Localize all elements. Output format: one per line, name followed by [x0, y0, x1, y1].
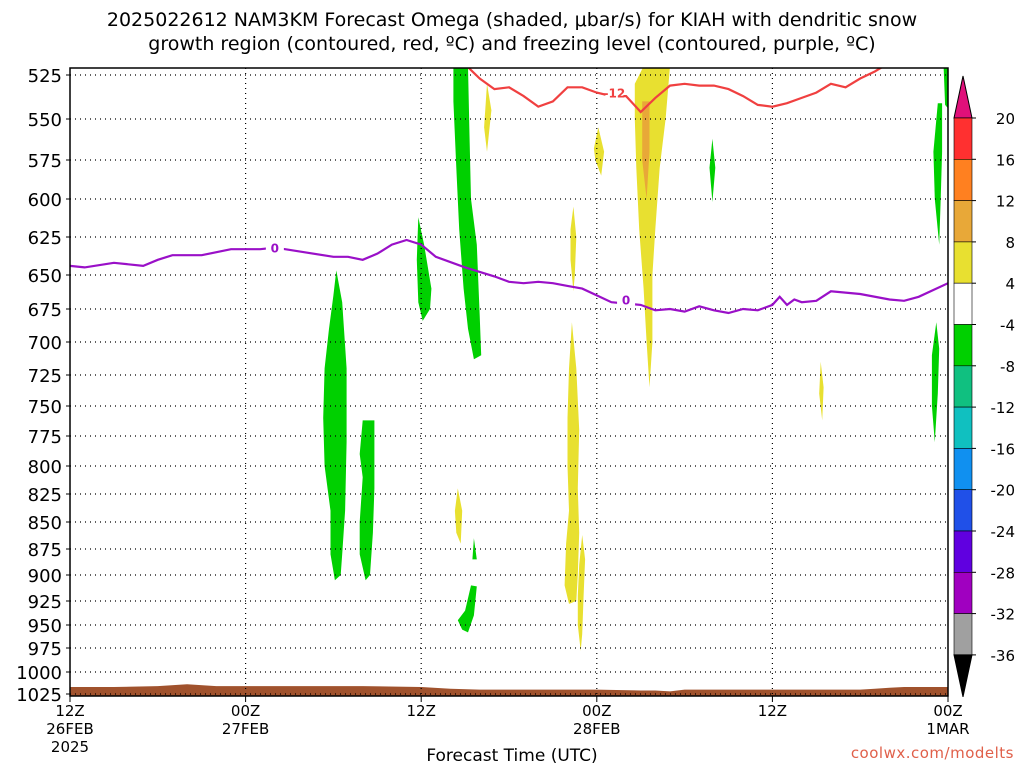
y-tick-label: 525 [28, 66, 62, 87]
x-tick-label: 27FEB [222, 720, 269, 738]
y-tick-label: 750 [28, 397, 62, 418]
colorbar: 20 16 12 8 4 -4 -8 -12 -16 -20 -24 -28 -32 -36 [953, 75, 1016, 698]
x-tick-label: 00Z [582, 702, 611, 720]
y-tick-label: 875 [28, 540, 62, 561]
y-tick-label: 900 [28, 566, 62, 587]
omega-region [454, 488, 463, 544]
omega-region [472, 538, 477, 560]
colorbar-label: -8 [1000, 358, 1015, 376]
y-tick-label: 675 [28, 300, 62, 321]
omega-region [416, 217, 432, 321]
omega-region [577, 535, 586, 651]
x-tick-label: 00Z [933, 702, 962, 720]
colorbar-label: -24 [991, 523, 1016, 541]
omega-region [457, 585, 477, 633]
contour-label: 0 [265, 240, 284, 256]
y-tick-label: 950 [28, 616, 62, 637]
x-tick-label: 12Z [758, 702, 787, 720]
omega-region [634, 68, 670, 388]
omega-region [931, 322, 940, 442]
colorbar-swatch [953, 489, 973, 532]
colorbar-swatch [953, 530, 973, 573]
y-tick-label: 800 [28, 457, 62, 478]
x-tick-label: 12Z [407, 702, 436, 720]
x-tick-label: 00Z [231, 702, 260, 720]
y-tick-label: 725 [28, 366, 62, 387]
y-tick-label: 625 [28, 228, 62, 249]
y-tick-label: 700 [28, 333, 62, 354]
y-tick-label: 925 [28, 592, 62, 613]
x-tick-label: 1MAR [926, 720, 969, 738]
colorbar-swatch [953, 241, 973, 284]
colorbar-swatch [953, 200, 973, 243]
omega-region [933, 103, 943, 245]
contour-label: -12 [604, 85, 626, 101]
svg-text:0: 0 [271, 242, 279, 256]
colorbar-top-arrow [953, 75, 973, 119]
omega-region [709, 138, 716, 202]
colorbar-swatch [953, 613, 973, 656]
colorbar-swatch [953, 406, 973, 449]
x-tick-label: 12Z [55, 702, 84, 720]
plot-frame [69, 67, 949, 697]
x-tick-label: 28FEB [573, 720, 620, 738]
y-tick-label: 1000 [16, 663, 62, 684]
omega-region [943, 68, 948, 109]
contour-line [467, 68, 883, 114]
colorbar-swatch [953, 448, 973, 490]
y-tick-label: 1025 [16, 685, 62, 706]
y-tick-label: 825 [28, 485, 62, 506]
colorbar-label: 20 [996, 110, 1015, 128]
contour-line [70, 238, 948, 315]
y-tick-label: 850 [28, 513, 62, 534]
plot-area: 0 0 -12 [69, 67, 949, 697]
terrain [70, 684, 948, 696]
omega-region [819, 361, 824, 421]
y-tick-label: 575 [28, 151, 62, 172]
omega-region [323, 270, 347, 581]
omega-region [570, 206, 577, 292]
y-tick-label: 975 [28, 639, 62, 660]
contour-label: 0 [617, 292, 636, 307]
colorbar-label: -4 [1000, 317, 1015, 335]
omega-region [453, 68, 482, 360]
colorbar-label: -36 [991, 647, 1016, 665]
y-tick-label: 550 [28, 110, 62, 131]
omega-region [484, 83, 492, 152]
colorbar-label: 8 [1005, 234, 1015, 252]
x-tick-label: 26FEB [46, 720, 93, 738]
colorbar-swatch [953, 282, 973, 325]
y-tick-label: 775 [28, 427, 62, 448]
colorbar-label: 12 [996, 193, 1015, 211]
colorbar-swatch [953, 365, 973, 408]
colorbar-swatch [953, 117, 973, 160]
credit-link[interactable]: coolwx.com/modelts [850, 744, 1014, 762]
y-axis: 525 550 575 600 625 650 675 700 725 750 775 800 825 8… [16, 66, 70, 706]
omega-region [642, 101, 650, 199]
omega-region [593, 127, 605, 176]
y-tick-label: 650 [28, 266, 62, 287]
colorbar-label: -12 [991, 399, 1016, 417]
omega-region [359, 420, 375, 581]
colorbar-bottom-arrow [953, 654, 973, 698]
x-axis-label: Forecast Time (UTC) [426, 746, 598, 766]
omega-region [564, 322, 580, 604]
colorbar-swatch [953, 159, 973, 201]
colorbar-label: -32 [991, 606, 1016, 624]
chart-title-line2: growth region (contoured, red, ºC) and f… [148, 33, 876, 55]
colorbar-label: -20 [991, 482, 1016, 500]
colorbar-label: -28 [991, 564, 1016, 582]
colorbar-swatch [953, 571, 973, 614]
colorbar-swatch [953, 324, 973, 367]
y-tick-label: 600 [28, 190, 62, 211]
chart-title-line1: 2025022612 NAM3KM Forecast Omega (shaded… [106, 9, 918, 31]
colorbar-label: 16 [996, 151, 1015, 169]
colorbar-label: -16 [991, 440, 1016, 458]
colorbar-label: 4 [1005, 275, 1015, 293]
x-tick-label: 2025 [51, 738, 89, 756]
svg-text:0: 0 [622, 293, 630, 307]
svg-text:-12: -12 [604, 87, 626, 101]
